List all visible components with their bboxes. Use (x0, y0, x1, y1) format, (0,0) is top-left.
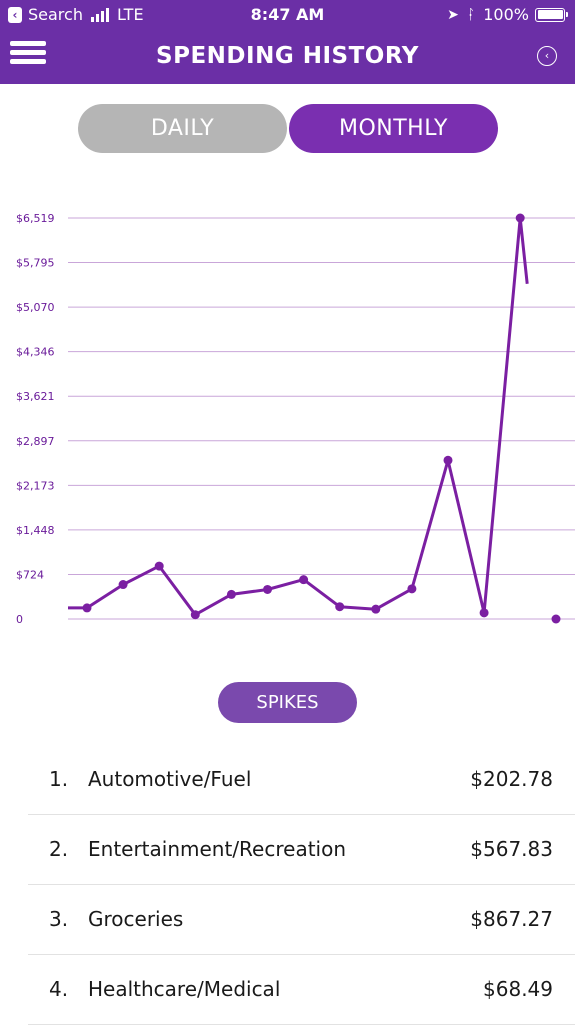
back-to-app-icon[interactable]: ‹ (8, 6, 22, 23)
daily-toggle-button[interactable]: DAILY (78, 104, 287, 153)
y-tick-label: $724 (16, 568, 44, 581)
spending-chart-svg: $6,519 $5,795 $5,070 $4,346 $3,621 $2,897 $2,1… (16, 212, 575, 626)
y-tick-label: $5,070 (16, 301, 55, 314)
series-line (68, 216, 529, 617)
spike-list: 1. Automotive/Fuel $202.78 2. Entertainm… (28, 745, 575, 1025)
spike-category: Entertainment/Recreation (88, 837, 347, 861)
location-icon: ➤ (447, 6, 459, 23)
y-tick-label: $6,519 (16, 212, 55, 225)
spike-number: 1. (49, 767, 69, 791)
battery-percent: 100% (483, 5, 529, 24)
y-tick-label: $2,897 (16, 435, 55, 448)
back-icon[interactable]: ‹ (537, 46, 557, 66)
data-point[interactable] (335, 602, 345, 612)
nav-bar: SPENDING HISTORY ‹ (0, 30, 575, 84)
list-item[interactable]: 2. Entertainment/Recreation $567.83 (28, 815, 575, 885)
spike-amount: $567.83 (470, 837, 553, 861)
y-tick-label: $5,795 (16, 257, 55, 270)
spike-amount: $68.49 (483, 977, 553, 1001)
signal-icon (90, 7, 111, 22)
spike-amount: $202.78 (470, 767, 553, 791)
data-point[interactable] (479, 608, 489, 618)
spikes-button[interactable]: SPIKES (218, 682, 357, 723)
y-tick-label: $3,621 (16, 390, 55, 403)
bluetooth-icon: ᛛ (466, 6, 476, 23)
carrier-label: Search (28, 5, 83, 24)
y-tick-label: $4,346 (16, 346, 55, 359)
spike-number: 3. (49, 907, 69, 931)
spike-number: 2. (49, 837, 69, 861)
data-point[interactable] (371, 604, 381, 614)
data-point[interactable] (154, 561, 164, 571)
list-item[interactable]: 4. Healthcare/Medical $68.49 (28, 955, 575, 1025)
data-point[interactable] (299, 575, 309, 585)
spike-category: Groceries (88, 907, 184, 931)
page-title: SPENDING HISTORY (156, 43, 419, 69)
spike-category: Healthcare/Medical (88, 977, 281, 1001)
status-left: ‹ Search LTE (8, 5, 144, 24)
spike-amount: $867.27 (470, 907, 553, 931)
data-point[interactable] (551, 614, 561, 624)
data-point[interactable] (515, 213, 525, 223)
data-point[interactable] (407, 584, 417, 594)
y-tick-label: 0 (16, 613, 23, 626)
data-point[interactable] (190, 610, 200, 620)
battery-icon (535, 7, 568, 22)
list-item[interactable]: 1. Automotive/Fuel $202.78 (28, 745, 575, 815)
list-item[interactable]: 3. Groceries $867.27 (28, 885, 575, 955)
spike-number: 4. (49, 977, 69, 1001)
data-point[interactable] (226, 589, 236, 599)
data-point[interactable] (443, 455, 453, 465)
spike-category: Automotive/Fuel (88, 767, 252, 791)
spending-chart: $6,519 $5,795 $5,070 $4,346 $3,621 $2,897 $2,1… (0, 200, 575, 640)
status-bar: ‹ Search LTE 8:47 AM ➤ ᛛ 100% (0, 0, 575, 30)
y-tick-label: $2,173 (16, 479, 55, 492)
menu-icon[interactable] (10, 41, 46, 73)
y-tick-label: $1,448 (16, 524, 55, 537)
data-point[interactable] (263, 584, 272, 594)
monthly-toggle-button[interactable]: MONTHLY (289, 104, 498, 153)
data-point[interactable] (118, 580, 128, 590)
status-time: 8:47 AM (250, 5, 325, 24)
data-point[interactable] (82, 603, 92, 613)
network-label: LTE (116, 5, 144, 24)
status-right: ➤ ᛛ 100% (447, 5, 568, 24)
